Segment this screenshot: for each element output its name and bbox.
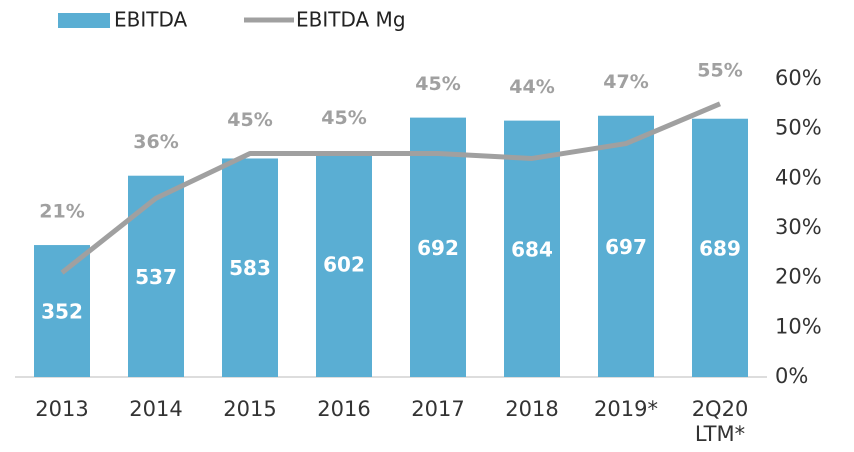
bar bbox=[598, 115, 654, 377]
line-label: 45% bbox=[227, 109, 272, 131]
line-label: 45% bbox=[415, 73, 460, 95]
x-tick-label: 2019* bbox=[594, 397, 658, 421]
x-tick-label: 2016 bbox=[317, 397, 370, 421]
bar-label: 692 bbox=[417, 236, 459, 260]
line-label: 45% bbox=[321, 107, 366, 129]
legend-label: EBITDA Mg bbox=[296, 8, 406, 32]
bar bbox=[692, 118, 748, 377]
bar-label: 537 bbox=[135, 265, 177, 289]
bar bbox=[128, 175, 184, 377]
x-tick-label: 2015 bbox=[223, 397, 276, 421]
x-tick-label: 2018 bbox=[505, 397, 558, 421]
bar-label: 689 bbox=[699, 236, 741, 260]
bar bbox=[34, 245, 90, 377]
bar bbox=[504, 120, 560, 377]
x-tick-label: 2013 bbox=[35, 397, 88, 421]
y2-tick-label: 40% bbox=[775, 165, 822, 189]
y2-tick-label: 10% bbox=[775, 314, 822, 338]
line-label: 21% bbox=[39, 201, 84, 223]
line-label: 36% bbox=[133, 131, 178, 153]
y2-tick-label: 0% bbox=[775, 364, 808, 388]
bar-label: 583 bbox=[229, 256, 271, 280]
bar-label: 352 bbox=[41, 300, 83, 324]
bar-label: 602 bbox=[323, 253, 365, 277]
line bbox=[60, 101, 721, 275]
legend-label: EBITDA bbox=[114, 8, 188, 32]
x-tick-label: 2014 bbox=[129, 397, 182, 421]
y2-tick-label: 20% bbox=[775, 265, 822, 289]
line-label: 47% bbox=[603, 71, 648, 93]
y2-tick-label: 30% bbox=[775, 215, 822, 239]
bar-label: 697 bbox=[605, 235, 647, 259]
line-label: 44% bbox=[509, 76, 554, 98]
bar bbox=[410, 117, 466, 378]
y2-tick-label: 50% bbox=[775, 116, 822, 140]
x-tick-label: 2017 bbox=[411, 397, 464, 421]
bar bbox=[222, 158, 278, 377]
x-tick-label: 2Q20 LTM* bbox=[692, 397, 749, 446]
y2-tick-label: 60% bbox=[775, 66, 822, 90]
line-label: 55% bbox=[697, 59, 742, 81]
legend-swatch bbox=[58, 13, 110, 28]
bar-label: 684 bbox=[511, 237, 553, 261]
bar bbox=[316, 151, 372, 377]
